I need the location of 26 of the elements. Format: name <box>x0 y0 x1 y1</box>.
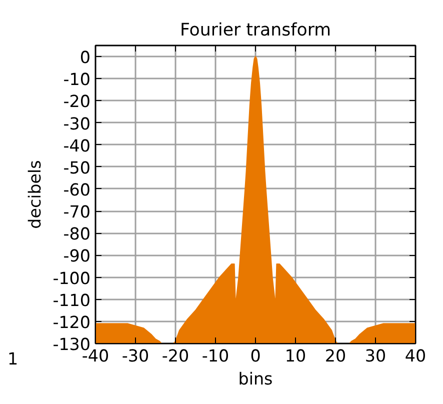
y-tick-label: -70 <box>63 202 91 222</box>
y-tick-label: -130 <box>52 335 91 354</box>
x-tick-label: 30 <box>364 346 386 366</box>
chart-title: Fourier transform <box>180 20 332 40</box>
x-axis-title: bins <box>238 370 273 388</box>
y-tick-label: -100 <box>52 268 91 288</box>
y-tick-label: -60 <box>63 180 91 200</box>
x-tick-label: 10 <box>284 346 306 366</box>
y-axis-title: decibels <box>26 160 45 229</box>
y-tick-label: -120 <box>52 312 91 332</box>
y-tick-label: -10 <box>63 70 91 90</box>
y-tick-label: -80 <box>63 224 91 244</box>
x-tick-label: 0 <box>250 346 261 366</box>
text: 1 <box>8 350 18 368</box>
y-tick-label: -40 <box>63 136 91 156</box>
x-tick-label: 20 <box>324 346 346 366</box>
y-tick-label: 0 <box>80 48 91 68</box>
x-tick-label: -30 <box>122 346 150 366</box>
x-tick-label: -20 <box>162 346 190 366</box>
y-tick-label: -30 <box>63 114 91 134</box>
y-tick-label: -20 <box>63 92 91 112</box>
x-tick-label: 40 <box>404 346 426 366</box>
y-tick-label: -50 <box>63 158 91 178</box>
x-tick-label: -10 <box>202 346 230 366</box>
y-tick-label: -110 <box>52 290 91 310</box>
y-tick-label: -90 <box>63 246 91 266</box>
